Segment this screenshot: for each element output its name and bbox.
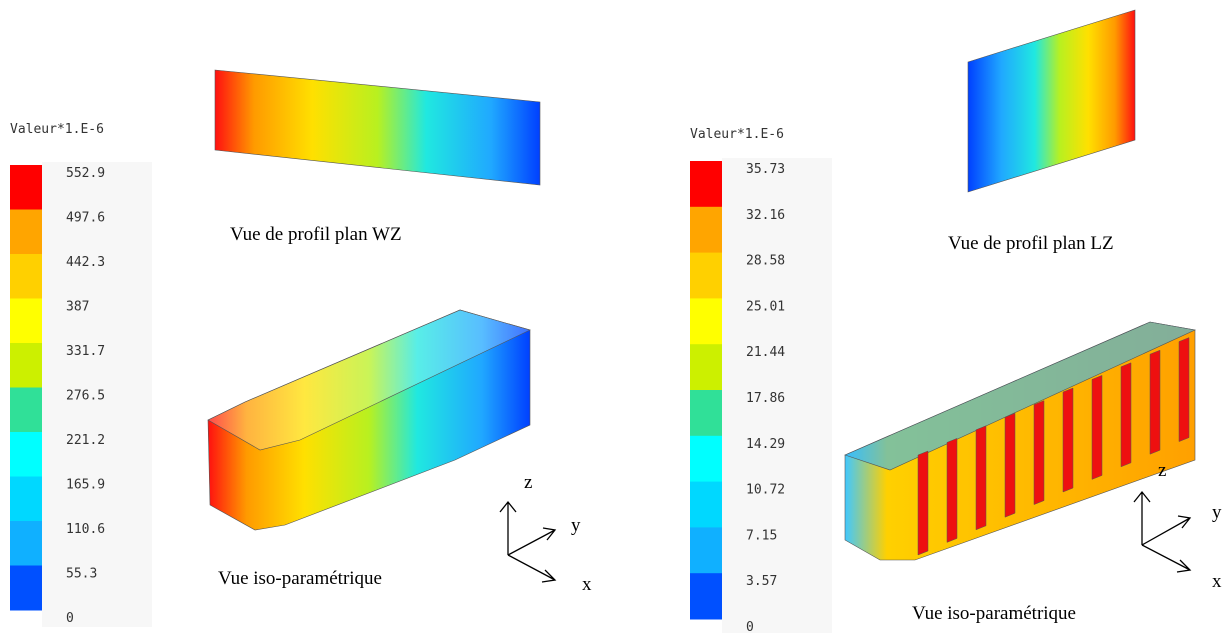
legend-label: 32.16 [746,208,785,223]
red-stripe [1033,400,1045,505]
legend-label: 387 [66,300,89,315]
legend-label: 552.9 [66,166,105,181]
legend-band [10,476,42,522]
iso-left-top [207,309,531,451]
caption: Vue iso-paramétrique [218,568,382,589]
legend-band [10,387,42,433]
legend-label: 442.3 [66,255,105,270]
legend-background [722,158,832,633]
legend-band [690,390,722,437]
iso-right-stripes [917,337,1190,556]
red-stripe [1091,375,1103,480]
red-stripe [946,438,958,543]
legend-label: 35.73 [746,162,785,177]
legend-band [690,206,722,254]
legend-band [10,165,42,210]
red-stripe [1149,349,1161,455]
legend-label: 7.15 [746,528,777,543]
legend-label: 3.57 [746,574,777,589]
axis-label: z [524,472,532,493]
red-stripe [975,425,987,531]
legend-label: 17.86 [746,391,785,406]
legend-band [10,432,42,477]
axis-label: y [1212,502,1222,523]
legend-band [690,161,722,208]
legend-band [10,298,42,344]
legend-band [690,481,722,528]
legend-band [690,573,722,620]
red-stripe [1178,337,1190,442]
red-stripe [1004,412,1016,518]
axis-arrows-right [1133,490,1192,573]
legend-band [690,527,722,574]
legend-label: 221.2 [66,433,105,448]
iso-right-top [844,321,1196,471]
legend-background [42,162,152,627]
caption: Vue de profil plan LZ [948,233,1114,254]
legend-band [690,435,722,483]
red-stripe [1120,362,1132,468]
legend-band [10,521,42,566]
legend-label: 14.29 [746,437,785,452]
legend-label: 276.5 [66,389,105,404]
profile-lz [967,9,1136,193]
legend-label: 165.9 [66,478,105,493]
legend-label: 25.01 [746,299,785,314]
legend-band [10,209,42,255]
legend-band [10,254,42,299]
red-stripe [1062,387,1074,493]
legend-band [10,565,42,611]
legend-band [690,298,722,345]
profile-wz [214,69,541,186]
axis-label: x [582,574,592,595]
axis-label: y [571,515,581,536]
legend-label: 0 [746,620,754,633]
axis-arrows-left [499,500,557,583]
red-stripe [917,450,929,556]
caption: Vue de profil plan WZ [230,224,402,245]
legend-label: 0 [66,611,74,626]
axis-label: z [1158,460,1166,481]
legend-label: 28.58 [746,254,785,269]
legend-label: 497.6 [66,211,105,226]
legend-title: Valeur*1.E-6 [690,127,784,142]
axis-label: x [1212,571,1222,592]
legend-band [10,343,42,388]
caption: Vue iso-paramétrique [912,603,1076,624]
legend-label: 110.6 [66,522,105,537]
legend-label: 331.7 [66,344,105,359]
legend-band [690,252,722,299]
legend-band [690,344,722,391]
legend-label: 21.44 [746,345,785,360]
legend-label: 55.3 [66,567,97,582]
legend-title: Valeur*1.E-6 [10,122,104,137]
legend-label: 10.72 [746,483,785,498]
